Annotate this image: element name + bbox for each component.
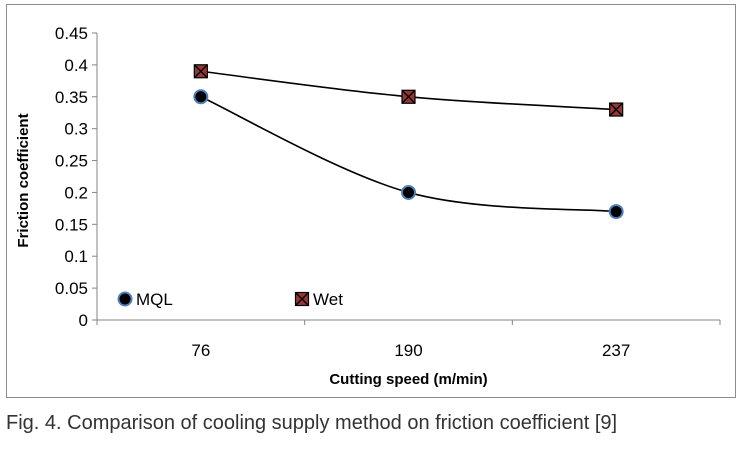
y-tick-label: 0.05 bbox=[55, 279, 88, 298]
legend-item-mql: MQL bbox=[117, 290, 173, 309]
chart-frame: 0 0.05 0.1 0.15 0.2 0.25 0.3 0.35 0.4 0.45 76 190 23… bbox=[6, 4, 736, 398]
y-tick-label: 0.35 bbox=[55, 88, 88, 107]
y-tick-label: 0.25 bbox=[55, 152, 88, 171]
line-chart: 0 0.05 0.1 0.15 0.2 0.25 0.3 0.35 0.4 0.45 76 190 23… bbox=[15, 24, 721, 388]
legend-marker-wet bbox=[294, 291, 310, 307]
axes: 0 0.05 0.1 0.15 0.2 0.25 0.3 0.35 0.4 0.45 76 190 23… bbox=[55, 24, 721, 360]
y-tick-label: 0.3 bbox=[64, 120, 88, 139]
legend-label-wet: Wet bbox=[313, 290, 343, 309]
data-point-mql bbox=[401, 184, 416, 200]
data-point-wet bbox=[193, 64, 208, 79]
legend-item-wet: Wet bbox=[294, 290, 343, 309]
legend-marker-mql bbox=[117, 291, 133, 307]
x-tick-label: 237 bbox=[602, 341, 630, 360]
marker-cross-b bbox=[193, 64, 208, 79]
y-tick-label: 0.2 bbox=[64, 183, 88, 202]
legend: MQL Wet bbox=[117, 290, 343, 309]
x-axis-title: Cutting speed (m/min) bbox=[329, 371, 487, 388]
x-tick-label: 190 bbox=[394, 341, 422, 360]
y-tick-label: 0.45 bbox=[55, 24, 88, 43]
series-markers bbox=[193, 64, 624, 220]
legend-label-mql: MQL bbox=[136, 290, 173, 309]
y-axis-title: Friction coefficient bbox=[15, 113, 32, 247]
data-point-mql bbox=[193, 89, 209, 105]
y-tick-label: 0 bbox=[79, 311, 88, 330]
y-tick-label: 0.1 bbox=[64, 247, 88, 266]
data-point-mql bbox=[608, 204, 624, 220]
marker-cross-b bbox=[401, 89, 416, 104]
x-tick-label: 76 bbox=[191, 341, 210, 360]
data-point-wet bbox=[401, 89, 416, 104]
y-tick-label: 0.15 bbox=[55, 215, 88, 234]
data-point-wet bbox=[609, 102, 624, 117]
marker-cross-b bbox=[295, 292, 309, 306]
marker-cross-b bbox=[609, 102, 624, 117]
y-tick-label: 0.4 bbox=[64, 56, 88, 75]
figure-caption: Fig. 4. Comparison of cooling supply met… bbox=[6, 412, 618, 434]
